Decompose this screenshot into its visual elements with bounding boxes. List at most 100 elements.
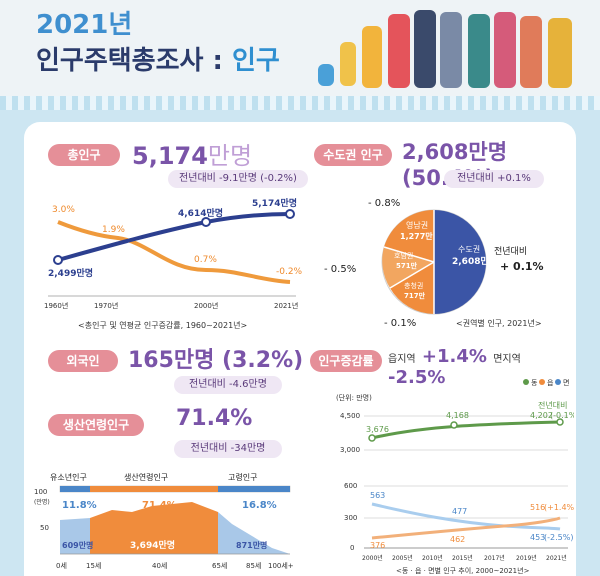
group-name-elderly: 고령인구 xyxy=(228,472,257,482)
y-tick-3000: 3,000 xyxy=(340,446,360,454)
slice-value-honam: 571만 xyxy=(396,261,418,270)
youth-area xyxy=(60,518,90,554)
slice-name-honam: 호남권 xyxy=(394,251,413,260)
pop-line xyxy=(57,212,291,262)
legend-myeon: 면 xyxy=(563,378,569,387)
group-pct-youth: 11.8% xyxy=(62,500,97,511)
pop-label-2021: 5,174만명 xyxy=(252,197,297,209)
dong-last-label: 4,202 xyxy=(530,411,553,420)
rate-label-2021: -0.2% xyxy=(276,267,303,277)
honam-change: - 0.5% xyxy=(324,264,356,275)
pop-label-1960: 2,499만명 xyxy=(48,267,93,279)
eup-mid-label: 462 xyxy=(450,535,465,544)
pop-point-1960 xyxy=(53,255,63,265)
age-bar-working xyxy=(90,486,218,492)
chungcheong-change: - 0.1% xyxy=(384,318,416,329)
age-tick-100: 100세+ xyxy=(268,561,294,570)
age-tick-85: 85세 xyxy=(246,561,261,570)
y-unit: (만명) xyxy=(34,498,50,506)
age-tick-15: 15세 xyxy=(86,561,101,570)
eup-first-label: 376 xyxy=(370,541,385,550)
total-pop-change: 전년대비 -9.1만명 (-0.2%) xyxy=(168,170,308,188)
capital-right-value: + 0.1% xyxy=(500,260,544,273)
legend-eup-dot xyxy=(539,379,545,385)
capital-caption: <권역별 인구, 2021년> xyxy=(456,319,542,328)
change-caption: <동 · 읍 · 면별 인구 추이, 2000~2021년> xyxy=(396,566,530,575)
x-tick-2021: 2021년 xyxy=(274,301,298,310)
dong-mid-label: 4,168 xyxy=(446,411,469,420)
legend-eup: 읍 xyxy=(547,379,554,387)
legend-dong-dot xyxy=(523,379,529,385)
x-tick-1970: 1970년 xyxy=(94,301,118,310)
rate-label-1960: 3.0% xyxy=(52,205,75,215)
total-pop-value: 5,174만명 xyxy=(132,142,253,170)
dong-yoy-label: 전년대비 xyxy=(538,400,567,410)
y-tick-50: 50 xyxy=(40,524,49,532)
yeongnam-change: - 0.8% xyxy=(368,198,400,209)
pie-slice-capital xyxy=(434,210,486,314)
capital-right-note: 전년대비 xyxy=(494,246,527,257)
pie-slice-chungcheong xyxy=(390,262,434,314)
dong-first-label: 3,676 xyxy=(366,425,389,434)
eup-last-label: 516 xyxy=(530,503,545,512)
working-age-chart: 유소년인구 생산연령인구 고령인구 11.8% 71.4% 16.8% 100 … xyxy=(34,472,294,570)
change-label: 인구증감률 xyxy=(310,350,382,372)
x-tick-2021: 2021년 xyxy=(546,554,567,562)
working-area xyxy=(90,502,218,554)
x-tick-2019: 2019년 xyxy=(516,554,537,562)
group-pct-elderly: 16.8% xyxy=(242,500,277,511)
group-name-youth: 유소년인구 xyxy=(50,472,87,482)
age-tick-0: 0세 xyxy=(56,561,67,570)
total-pop-caption: <총인구 및 연평균 인구증감률, 1960~2021년> xyxy=(78,321,248,330)
capital-label: 수도권 인구 xyxy=(314,144,392,166)
dong-change-label: (-0.1%) xyxy=(550,411,574,420)
total-pop-label: 총인구 xyxy=(48,144,120,166)
slice-name-yeongnam: 영남권 xyxy=(406,220,428,230)
elderly-area xyxy=(218,512,290,554)
slice-name-capital: 수도권 xyxy=(458,244,480,254)
infographic-panel: 총인구 5,174만명 전년대비 -9.1만명 (-0.2%) 3.0% 1.9… xyxy=(24,122,576,576)
rate-line xyxy=(57,220,291,284)
slice-value-chungcheong: 717만 xyxy=(404,291,426,300)
age-tick-65: 65세 xyxy=(212,561,227,570)
working-change: 전년대비 -34만명 xyxy=(174,440,282,458)
dong-point-2000 xyxy=(368,434,376,442)
y-tick-0: 0 xyxy=(350,544,354,552)
slice-value-yeongnam: 1,277만 xyxy=(400,231,433,241)
elderly-count: 871만명 xyxy=(236,540,267,550)
x-tick-2000: 2000년 xyxy=(362,554,383,562)
change-values: 읍지역 +1.4% 면지역 -2.5% xyxy=(388,346,521,388)
capital-change: 전년대비 +0.1% xyxy=(444,170,544,188)
x-tick-2005: 2005년 xyxy=(392,554,413,562)
slice-value-capital: 2,608만 xyxy=(452,255,489,267)
rate-label-2000: 0.7% xyxy=(194,255,217,265)
working-count: 3,694만명 xyxy=(130,539,175,551)
main-title: 인구주택총조사 : 인구 xyxy=(36,46,280,76)
myeon-change-label: (-2.5%) xyxy=(544,533,573,542)
pie-slice-yeongnam xyxy=(384,209,434,262)
group-name-working: 생산연령인구 xyxy=(124,472,168,482)
year-title: 2021년 xyxy=(36,10,133,40)
header: 2021년 인구주택총조사 : 인구 xyxy=(0,0,600,96)
age-bar-youth xyxy=(60,486,90,492)
legend-myeon-dot xyxy=(555,379,561,385)
y-tick-300: 300 xyxy=(344,514,357,522)
pie-slice-honam xyxy=(382,247,434,288)
eup-line xyxy=(371,516,561,540)
eup-change-label: (+1.4%) xyxy=(544,503,574,512)
dong-line xyxy=(371,420,561,440)
working-label: 생산연령인구 xyxy=(48,414,144,436)
myeon-first-label: 563 xyxy=(370,491,385,500)
foreigner-label: 외국인 xyxy=(48,350,118,372)
x-tick-1960: 1960년 xyxy=(44,301,68,310)
y-tick-600: 600 xyxy=(344,482,357,490)
pop-label-2000: 4,614만명 xyxy=(178,207,223,219)
myeon-mid-label: 477 xyxy=(452,507,467,516)
y-tick-4500: 4,500 xyxy=(340,412,360,420)
pop-point-2021 xyxy=(285,209,295,219)
pop-point-2000 xyxy=(201,217,211,227)
youth-count: 609만명 xyxy=(62,540,93,550)
myeon-last-label: 453 xyxy=(530,533,545,542)
x-tick-2010: 2010년 xyxy=(422,554,443,562)
decorative-stripe xyxy=(0,96,600,110)
